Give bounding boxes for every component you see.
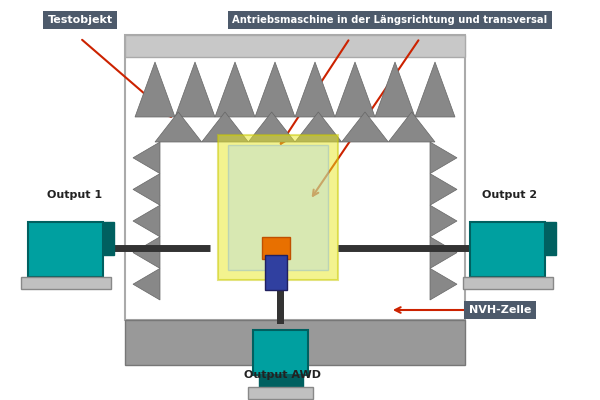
Polygon shape <box>202 112 248 142</box>
Bar <box>463 277 553 289</box>
Polygon shape <box>341 112 388 142</box>
Polygon shape <box>248 112 295 142</box>
Bar <box>28 222 103 277</box>
Bar <box>125 320 465 365</box>
Bar <box>125 35 465 57</box>
Polygon shape <box>133 174 160 205</box>
Bar <box>248 387 313 399</box>
Text: Output 1: Output 1 <box>47 190 103 200</box>
Polygon shape <box>295 62 335 117</box>
Text: NVH-Zelle: NVH-Zelle <box>469 305 531 315</box>
Text: Output AWD: Output AWD <box>244 370 320 380</box>
Polygon shape <box>388 112 435 142</box>
Polygon shape <box>133 268 160 300</box>
Polygon shape <box>430 142 457 174</box>
Bar <box>265 255 287 290</box>
Polygon shape <box>430 205 457 237</box>
Polygon shape <box>175 62 215 117</box>
Polygon shape <box>335 62 375 117</box>
Polygon shape <box>133 142 160 174</box>
Polygon shape <box>430 268 457 300</box>
Text: Output 2: Output 2 <box>482 190 538 200</box>
Bar <box>103 222 114 255</box>
Text: Antriebsmaschine in der Längsrichtung und transversal: Antriebsmaschine in der Längsrichtung un… <box>232 15 548 25</box>
Bar <box>259 375 302 387</box>
Polygon shape <box>430 174 457 205</box>
Bar <box>253 330 308 375</box>
Polygon shape <box>133 237 160 268</box>
Bar <box>218 135 338 280</box>
Polygon shape <box>155 112 202 142</box>
Bar <box>228 145 328 270</box>
FancyBboxPatch shape <box>125 35 465 320</box>
Polygon shape <box>430 237 457 268</box>
Polygon shape <box>295 112 341 142</box>
Polygon shape <box>255 62 295 117</box>
Polygon shape <box>133 205 160 237</box>
Text: Testobjekt: Testobjekt <box>47 15 113 25</box>
Polygon shape <box>215 62 255 117</box>
Bar <box>262 237 290 259</box>
Bar <box>470 222 545 277</box>
Bar <box>20 277 110 289</box>
Bar <box>545 222 556 255</box>
Polygon shape <box>135 62 175 117</box>
Polygon shape <box>415 62 455 117</box>
Polygon shape <box>375 62 415 117</box>
